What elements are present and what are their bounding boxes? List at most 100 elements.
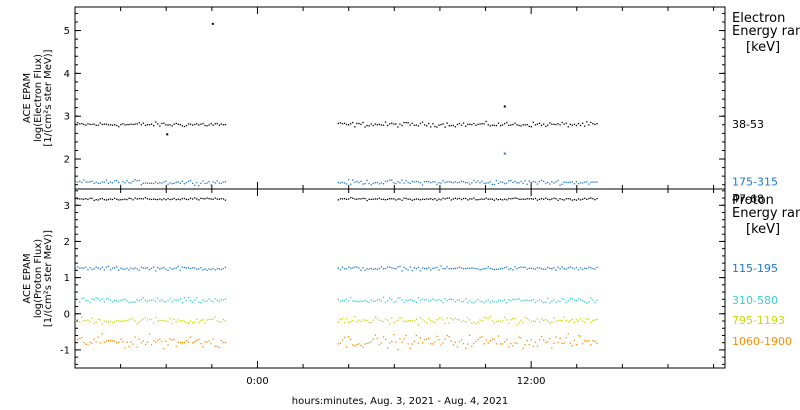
data-point xyxy=(411,299,413,301)
data-point xyxy=(547,297,549,299)
data-point xyxy=(387,300,389,302)
data-point xyxy=(97,199,99,201)
data-point xyxy=(206,319,208,321)
data-point xyxy=(120,338,122,340)
data-point xyxy=(138,122,140,124)
data-point xyxy=(512,317,514,320)
data-point xyxy=(146,267,149,269)
data-point xyxy=(384,199,387,201)
data-point xyxy=(183,266,186,269)
y-axis-label-line: ACE EPAM xyxy=(22,253,33,303)
data-point xyxy=(596,299,598,301)
data-point xyxy=(155,341,157,344)
data-point xyxy=(458,197,461,200)
data-point xyxy=(204,124,206,127)
data-point xyxy=(83,198,85,200)
data-point xyxy=(460,198,463,201)
data-point xyxy=(565,268,567,270)
data-point xyxy=(467,182,469,184)
data-point xyxy=(128,302,130,304)
data-point xyxy=(590,344,592,346)
data-point xyxy=(120,199,122,201)
data-point xyxy=(352,179,354,181)
data-point xyxy=(126,198,128,201)
data-point xyxy=(192,198,194,200)
data-point xyxy=(469,319,471,321)
data-point xyxy=(354,198,356,200)
data-point xyxy=(582,268,584,271)
data-point xyxy=(380,320,383,322)
data-point xyxy=(545,197,547,199)
data-point xyxy=(561,121,563,124)
data-point xyxy=(475,340,477,343)
data-point xyxy=(165,301,167,303)
data-point xyxy=(512,123,514,126)
data-point xyxy=(499,343,502,345)
data-point xyxy=(352,267,354,269)
data-point xyxy=(522,299,524,302)
data-point xyxy=(536,123,539,125)
data-point xyxy=(185,300,188,302)
data-point xyxy=(526,124,528,126)
data-point xyxy=(384,121,387,123)
data-point xyxy=(101,266,103,268)
data-point xyxy=(475,199,477,201)
data-point xyxy=(360,344,362,346)
data-point xyxy=(409,182,411,184)
data-point xyxy=(140,319,142,321)
data-point xyxy=(339,300,342,303)
data-point xyxy=(487,198,489,200)
data-point xyxy=(356,300,358,302)
data-point xyxy=(477,268,479,270)
data-point xyxy=(495,301,498,303)
data-point xyxy=(192,342,194,344)
data-point xyxy=(167,299,169,302)
data-point xyxy=(524,316,526,318)
data-point xyxy=(165,340,167,342)
data-point xyxy=(436,183,438,185)
data-point xyxy=(428,337,430,339)
y-tick-label: 1 xyxy=(64,273,70,284)
data-point xyxy=(561,183,563,185)
data-point xyxy=(483,302,485,304)
data-point xyxy=(366,124,368,127)
data-point xyxy=(530,126,532,128)
data-point xyxy=(352,320,354,322)
data-point xyxy=(200,197,202,199)
data-point xyxy=(434,267,436,269)
data-point xyxy=(538,299,541,301)
outlier-point xyxy=(211,22,214,25)
data-point xyxy=(374,123,376,125)
data-point xyxy=(382,320,385,323)
data-point xyxy=(452,268,454,270)
data-point xyxy=(339,318,342,321)
data-point xyxy=(185,340,188,342)
data-point xyxy=(442,342,444,344)
data-point xyxy=(376,337,378,340)
data-point xyxy=(169,267,171,269)
data-point xyxy=(130,318,132,320)
data-point xyxy=(171,183,173,185)
data-point xyxy=(485,267,487,270)
data-point xyxy=(524,198,526,200)
data-point xyxy=(341,318,344,320)
data-point xyxy=(118,199,120,201)
data-point xyxy=(372,198,374,200)
data-point xyxy=(555,301,557,304)
data-point xyxy=(506,266,508,268)
data-point xyxy=(134,320,136,322)
data-point xyxy=(516,182,518,184)
data-point xyxy=(440,124,442,126)
data-point xyxy=(516,268,518,270)
data-point xyxy=(81,198,83,200)
data-point xyxy=(522,322,524,324)
data-point xyxy=(360,320,362,323)
data-point xyxy=(493,199,495,201)
data-point xyxy=(524,266,526,268)
data-point xyxy=(124,320,126,322)
data-point xyxy=(138,197,140,200)
data-point xyxy=(337,298,339,301)
data-point xyxy=(518,198,520,200)
data-point xyxy=(167,198,169,200)
data-point xyxy=(508,124,510,126)
